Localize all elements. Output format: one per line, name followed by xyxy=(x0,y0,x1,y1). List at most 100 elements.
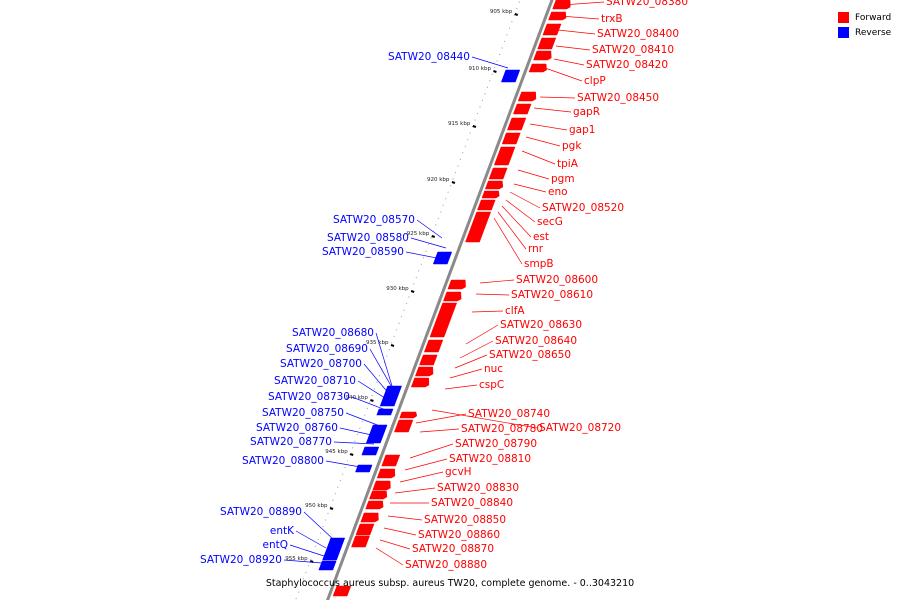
label-leader xyxy=(405,251,448,261)
label-leader xyxy=(501,205,532,238)
scale-tick-mark xyxy=(431,235,436,238)
label-leader xyxy=(517,169,550,180)
gene-label: SATW20_08880 xyxy=(405,559,487,571)
gene-block xyxy=(399,411,418,419)
gene-block xyxy=(368,424,388,436)
gene-label: gapR xyxy=(573,106,600,118)
gene-block xyxy=(537,37,557,50)
scale-tick-label: 920 kbp xyxy=(427,177,450,183)
gene-label: SATW20_08800 xyxy=(242,455,324,467)
gene-block xyxy=(517,91,537,102)
label-leader xyxy=(454,354,488,369)
scale-ticks: 905 kbp 910 kbp 915 kbp 920 kbp 925 kbp 930 k… xyxy=(285,0,521,600)
gene-block xyxy=(465,211,492,243)
gene-label: SATW20_08810 xyxy=(449,453,531,465)
gene-block xyxy=(376,468,396,479)
gene-block xyxy=(443,291,462,302)
gene-block xyxy=(332,585,352,597)
gene-label: SATW20_08850 xyxy=(424,514,506,526)
gene-block xyxy=(381,454,401,467)
gene-features xyxy=(318,0,571,597)
label-leader xyxy=(539,96,576,99)
gene-block xyxy=(360,512,379,523)
forward-swatch xyxy=(838,12,849,23)
gene-block xyxy=(484,180,504,190)
scale-tick-mark xyxy=(309,560,314,563)
gene-label: SATW20_08730 xyxy=(268,391,350,403)
gene-block xyxy=(410,377,430,388)
label-leader xyxy=(351,396,387,411)
gene-block xyxy=(513,103,532,115)
gene-label: clfA xyxy=(505,305,525,317)
gene-block xyxy=(376,408,394,416)
gene-label: SATW20_08740 xyxy=(468,408,550,420)
gene-label: SATW20_08570 xyxy=(333,214,415,226)
label-leader xyxy=(404,458,448,471)
gene-block xyxy=(507,117,527,131)
gene-block xyxy=(369,490,388,500)
legend-forward: Forward xyxy=(838,10,891,25)
label-leader xyxy=(379,539,411,550)
label-leader xyxy=(555,45,591,51)
gene-block xyxy=(429,302,458,338)
label-leader xyxy=(553,58,585,66)
label-leader xyxy=(410,237,447,249)
label-leader xyxy=(459,340,494,359)
gene-label: tpiA xyxy=(557,158,579,170)
gene-label: SATW20_08830 xyxy=(437,482,519,494)
gene-label: SATW20_08380 xyxy=(606,0,688,8)
label-leader xyxy=(295,530,327,549)
label-leader xyxy=(325,460,367,469)
label-leader xyxy=(471,310,504,313)
gene-block xyxy=(355,464,373,473)
scale-tick-label: 955 kbp xyxy=(285,556,308,562)
label-leader xyxy=(409,443,454,459)
gene-label: SATW20_08630 xyxy=(500,319,582,331)
gene-block xyxy=(548,11,567,21)
gene-label: SATW20_08420 xyxy=(586,59,668,71)
scale-tick-label: 930 kbp xyxy=(386,286,409,292)
legend-reverse-label: Reverse xyxy=(855,27,892,38)
gene-label: SATW20_08400 xyxy=(597,28,679,40)
gene-label: pgm xyxy=(551,173,575,185)
label-leader xyxy=(475,293,510,296)
label-leader xyxy=(557,29,596,35)
label-leader xyxy=(525,136,561,147)
gene-block xyxy=(528,63,547,73)
label-leader xyxy=(431,409,538,429)
gene-block xyxy=(415,366,434,377)
gene-label: SATW20_08610 xyxy=(511,289,593,301)
gene-block xyxy=(322,551,340,561)
gene-label: entK xyxy=(270,525,295,537)
label-leader xyxy=(419,428,460,433)
gene-labels: SATW20_08380 trxB SATW20_08400 SATW20_08410… xyxy=(200,0,688,571)
gene-label: SATW20_08710 xyxy=(274,375,356,387)
label-leader xyxy=(357,380,389,401)
label-leader xyxy=(303,511,335,541)
gene-label: SATW20_08600 xyxy=(516,274,598,286)
label-leader xyxy=(465,324,499,345)
gene-label: est xyxy=(533,231,549,243)
scale-tick-mark xyxy=(472,125,477,128)
label-leader xyxy=(533,107,572,113)
label-leader xyxy=(416,219,443,239)
label-leader xyxy=(509,191,541,209)
label-leader xyxy=(544,67,583,82)
backbone-line xyxy=(325,0,554,600)
gene-block xyxy=(542,23,562,36)
gene-label: SATW20_08680 xyxy=(292,327,374,339)
gene-label: SATW20_08890 xyxy=(220,506,302,518)
scale-tick-mark xyxy=(451,181,456,184)
gene-block xyxy=(372,480,391,491)
legend: Forward Reverse xyxy=(838,10,891,40)
gene-label: SATW20_08690 xyxy=(286,343,368,355)
gene-block xyxy=(423,339,444,353)
gene-block xyxy=(361,446,380,456)
gene-block xyxy=(552,0,571,10)
gene-block xyxy=(501,132,521,145)
gene-label: gap1 xyxy=(569,124,595,136)
gene-label: SATW20_08440 xyxy=(388,51,470,63)
legend-forward-label: Forward xyxy=(855,12,892,23)
gene-block xyxy=(355,523,375,536)
